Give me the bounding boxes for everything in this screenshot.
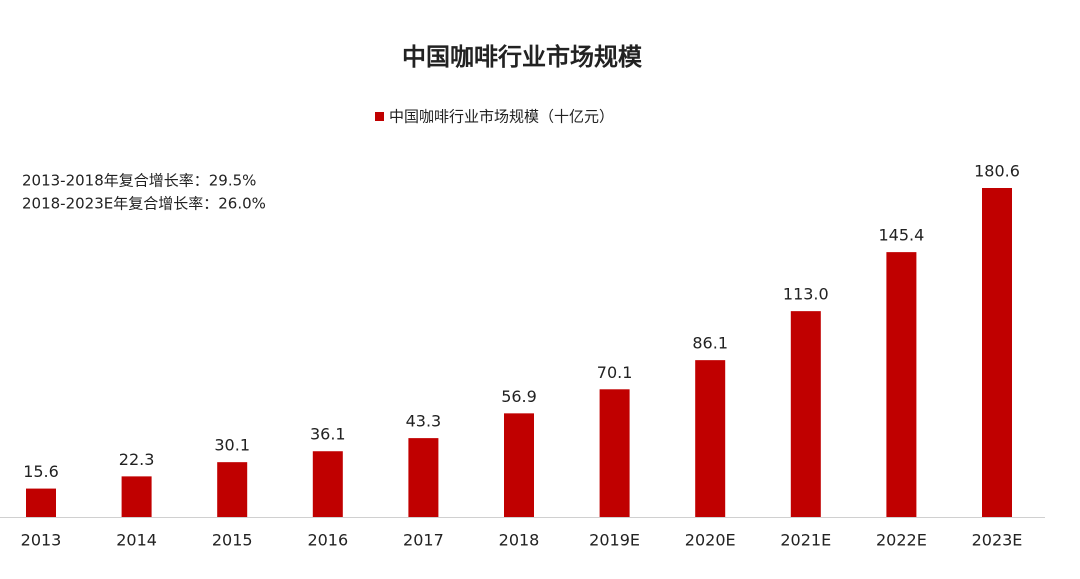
bar [312,451,343,517]
bar [982,188,1012,517]
x-tick-label: 2017 [403,531,444,550]
x-tick-label: 2019E [589,531,640,550]
data-label: 86.1 [692,334,728,353]
data-label: 56.9 [501,387,537,406]
legend-label: 中国咖啡行业市场规模（十亿元） [389,108,614,126]
data-label: 36.1 [310,425,346,444]
bar [26,488,56,517]
x-tick-label: 2016 [307,531,348,550]
x-tick-label: 2013 [21,531,62,550]
data-label: 43.3 [406,412,442,431]
data-label: 180.6 [974,162,1020,181]
bar [217,462,248,517]
data-label: 145.4 [878,226,924,245]
data-label: 30.1 [214,436,250,455]
bar [886,252,917,517]
bar [790,311,821,517]
legend-swatch [375,112,384,121]
data-label: 70.1 [597,363,633,382]
data-label: 15.6 [23,462,59,481]
data-label: 113.0 [783,285,829,304]
bar [695,360,726,517]
annotation: 2013-2018年复合增长率：29.5% [22,172,256,190]
x-tick-label: 2022E [876,531,927,550]
x-tick-label: 2020E [685,531,736,550]
x-tick-label: 2015 [212,531,253,550]
chart-title: 中国咖啡行业市场规模 [402,43,643,71]
bar [504,413,534,517]
x-tick-label: 2014 [116,531,157,550]
x-tick-label: 2023E [972,531,1023,550]
data-label: 22.3 [119,450,155,469]
bar [408,438,439,517]
annotation: 2018-2023E年复合增长率：26.0% [22,195,266,213]
bar [599,389,630,517]
bar [121,476,152,517]
x-tick-label: 2021E [780,531,831,550]
x-tick-label: 2018 [499,531,540,550]
